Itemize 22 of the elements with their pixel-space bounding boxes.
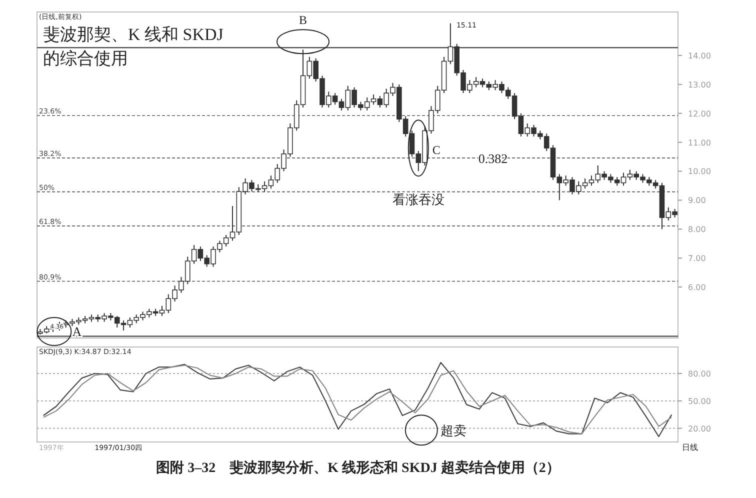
y-tick-label: 20.00 bbox=[688, 424, 711, 434]
y-tick-label: 10.00 bbox=[688, 167, 711, 176]
y-tick-label: 13.00 bbox=[688, 80, 711, 90]
y-tick-label: 9.00 bbox=[688, 196, 706, 206]
annotation: A bbox=[72, 324, 82, 339]
annotation: B bbox=[299, 13, 308, 27]
text: 图附 3–32 斐波那契分析、K 线形态和 SKDJ 超卖结合使用（2） bbox=[156, 460, 560, 476]
annotation: C bbox=[432, 142, 440, 157]
y-tick-label: 12.00 bbox=[688, 109, 711, 118]
y-tick-label: 11.00 bbox=[688, 138, 711, 148]
y-tick-label: 14.00 bbox=[688, 51, 711, 60]
y-tick-label: 7.00 bbox=[688, 254, 706, 264]
annotation: 0.382 bbox=[478, 150, 508, 166]
y-tick-label: 80.00 bbox=[688, 369, 711, 378]
text: 日线 bbox=[682, 443, 698, 452]
y-tick-label: 8.00 bbox=[688, 225, 706, 234]
y-tick-label: 50.00 bbox=[688, 396, 711, 406]
annotation: 斐波那契、K 线和 SKDJ bbox=[43, 25, 224, 44]
annotation: 的综合使用 bbox=[43, 49, 128, 68]
y-tick-label: 6.00 bbox=[688, 283, 706, 292]
annotation: 超卖 bbox=[440, 423, 466, 438]
annotation: 看涨吞没 bbox=[392, 192, 444, 207]
